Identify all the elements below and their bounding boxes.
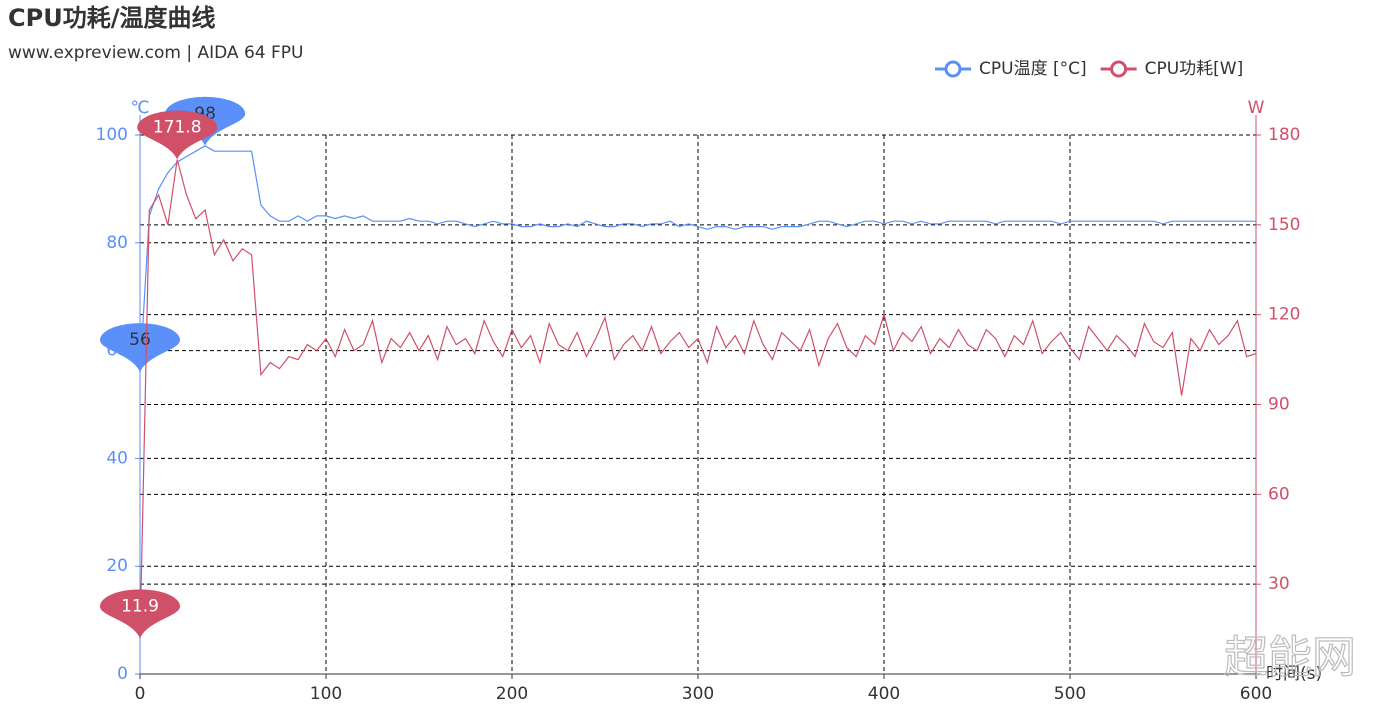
marker-pin xyxy=(100,323,180,373)
y-tick-label: 80 xyxy=(106,233,128,253)
y2-tick-label: 30 xyxy=(1268,574,1290,594)
x-tick-label: 600 xyxy=(1240,684,1272,704)
watermark: 超能网 xyxy=(1224,632,1356,683)
y-tick-label: 40 xyxy=(106,448,128,468)
chart-subtitle: www.expreview.com | AIDA 64 FPU xyxy=(8,43,303,63)
series-line xyxy=(139,159,1257,639)
y-tick-label: 20 xyxy=(106,556,128,576)
x-tick-label: 200 xyxy=(496,684,528,704)
series-line xyxy=(139,145,1256,373)
marker-pin xyxy=(100,589,180,639)
x-tick-label: 100 xyxy=(310,684,342,704)
marker-label: 171.8 xyxy=(153,118,202,138)
x-tick-label: 0 xyxy=(135,684,146,704)
marker-pin xyxy=(137,110,218,160)
x-tick-label: 300 xyxy=(682,684,714,704)
y-axis-label: ℃ xyxy=(130,98,149,118)
x-tick-label: 500 xyxy=(1054,684,1086,704)
legend-label: CPU功耗[W] xyxy=(1145,59,1244,79)
marker-label: 56 xyxy=(129,330,151,350)
y2-tick-label: 180 xyxy=(1268,125,1300,145)
legend-symbol xyxy=(1110,60,1128,78)
x-tick-label: 400 xyxy=(868,684,900,704)
y2-tick-label: 90 xyxy=(1268,395,1290,415)
marker-label: 11.9 xyxy=(121,596,159,616)
y2-tick-label: 120 xyxy=(1268,305,1300,325)
y-tick-label: 100 xyxy=(96,125,128,145)
x-axis-label: 时间(s) xyxy=(1266,664,1322,684)
y2-tick-label: 60 xyxy=(1268,484,1290,504)
legend-symbol xyxy=(944,60,962,78)
y-tick-label: 0 xyxy=(117,664,128,684)
y2-tick-label: 150 xyxy=(1268,215,1300,235)
y2-axis-label: W xyxy=(1248,98,1265,118)
legend-label: CPU温度 [°C] xyxy=(979,59,1087,79)
chart-title: CPU功耗/温度曲线 xyxy=(8,4,215,32)
